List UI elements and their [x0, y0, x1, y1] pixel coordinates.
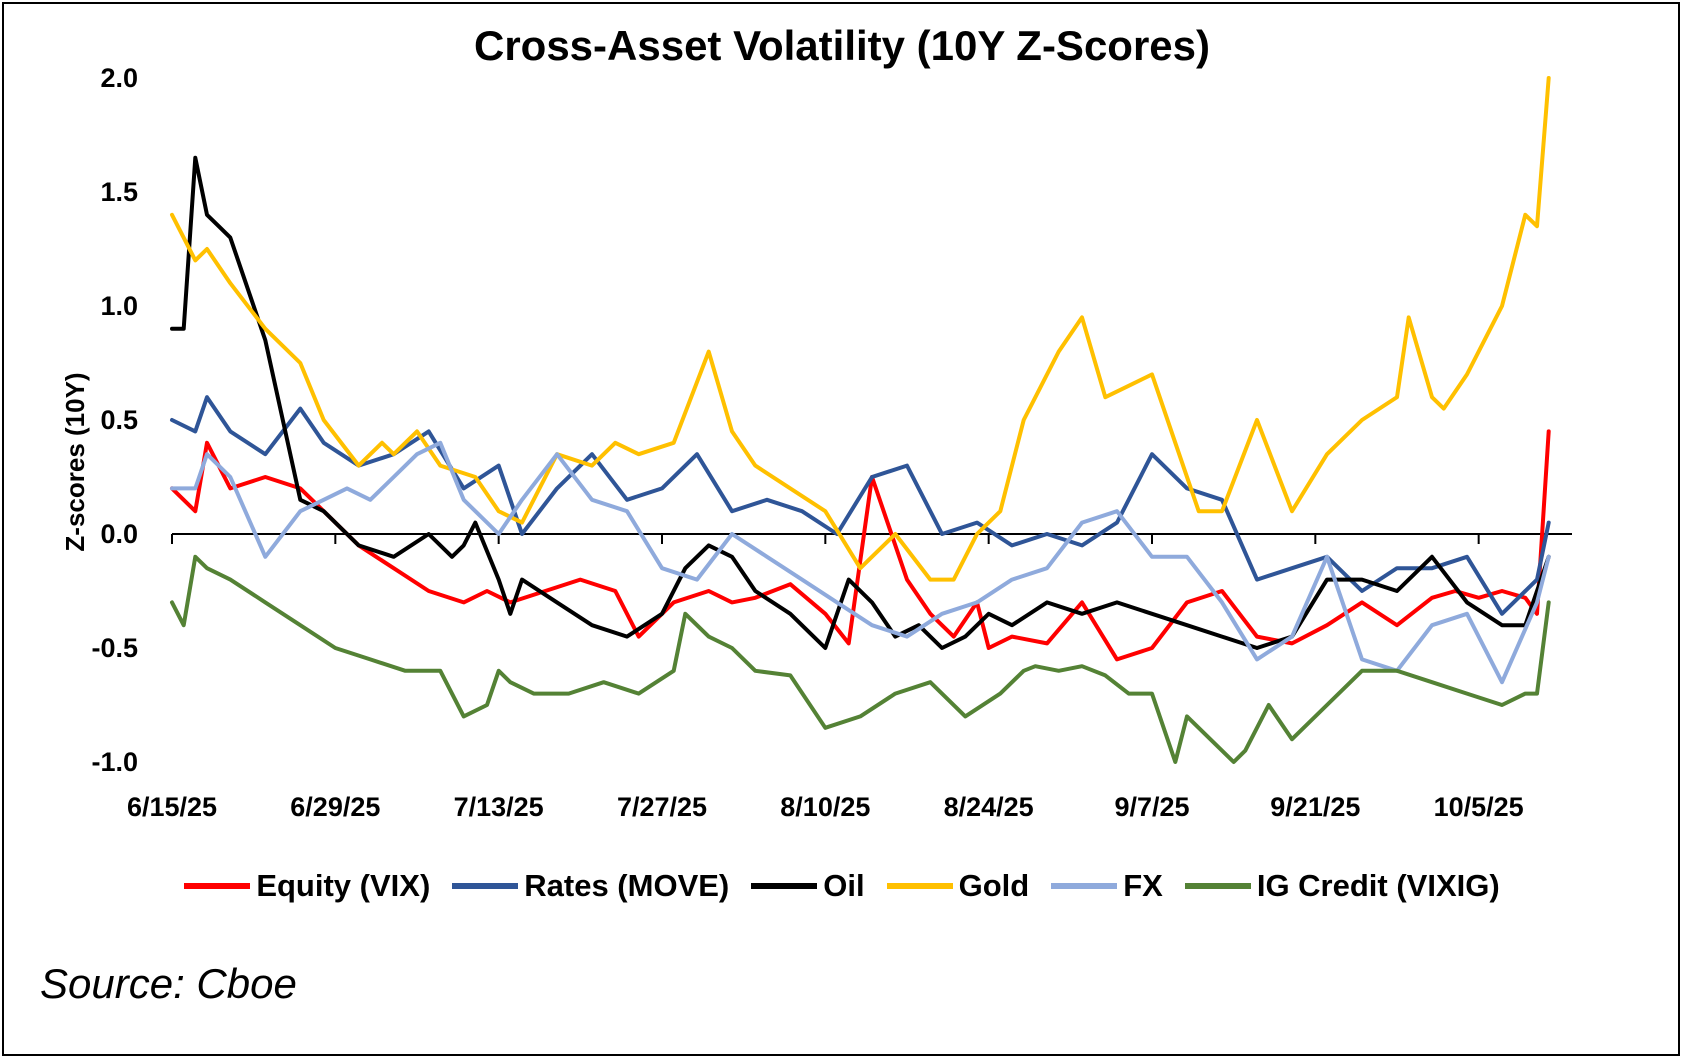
legend-label-equity: Equity (VIX): [256, 868, 431, 903]
legend-label-fx: FX: [1123, 868, 1163, 903]
legend-item-rates[interactable]: Rates (MOVE): [452, 868, 729, 904]
legend-swatch-equity: [184, 883, 251, 889]
legend-swatch-rates: [452, 883, 519, 889]
series-line-gold: [170, 76, 1551, 582]
legend-item-ig-credit[interactable]: IG Credit (VIXIG): [1184, 868, 1500, 904]
y-tick-label: 1.5: [100, 177, 138, 207]
series-lines: [170, 76, 1551, 764]
series-line-oil: [170, 155, 1551, 650]
y-tick-label: 1.0: [100, 291, 138, 321]
series-line-ig-credit-vixig: [170, 554, 1551, 764]
legend-swatch-ig-credit: [1184, 883, 1251, 889]
legend-label-ig-credit: IG Credit (VIXIG): [1256, 868, 1500, 903]
source-note: Source: Cboe: [40, 960, 297, 1007]
x-tick-label: 9/21/25: [1270, 792, 1360, 822]
legend-label-gold: Gold: [958, 868, 1030, 903]
y-axis-label: Z-scores (10Y): [60, 372, 90, 551]
y-tick-label: -0.5: [91, 633, 138, 663]
x-tick-label: 6/29/25: [290, 792, 380, 822]
x-axis-ticks: 6/15/25 6/29/25 7/13/25 7/27/25 8/10/25 8/24/…: [127, 534, 1524, 822]
x-tick-label: 9/7/25: [1114, 792, 1189, 822]
x-tick-label: 10/5/25: [1434, 792, 1524, 822]
legend-item-oil[interactable]: Oil: [751, 868, 865, 904]
x-tick-label: 8/24/25: [944, 792, 1034, 822]
legend-swatch-oil: [751, 883, 818, 889]
legend: Equity (VIX) Rates (MOVE) Oil Gold FX IG…: [0, 868, 1684, 904]
y-tick-label: 2.0: [100, 63, 138, 93]
series-line-equity-vix: [170, 429, 1551, 662]
legend-item-equity[interactable]: Equity (VIX): [184, 868, 430, 904]
legend-item-gold[interactable]: Gold: [886, 868, 1030, 904]
x-tick-label: 7/27/25: [617, 792, 707, 822]
legend-swatch-gold: [886, 883, 953, 889]
legend-item-fx[interactable]: FX: [1051, 868, 1163, 904]
y-tick-label: 0.5: [100, 405, 138, 435]
legend-label-oil: Oil: [823, 868, 865, 903]
x-tick-label: 7/13/25: [454, 792, 544, 822]
legend-label-rates: Rates (MOVE): [524, 868, 730, 903]
series-line-fx: [170, 440, 1551, 685]
y-axis-ticks: 2.0 1.5 1.0 0.5 0.0 -0.5 -1.0: [91, 63, 138, 777]
y-tick-label: 0.0: [100, 519, 138, 549]
x-tick-label: 6/15/25: [127, 792, 217, 822]
chart-title: Cross-Asset Volatility (10Y Z-Scores): [473, 22, 1211, 69]
y-tick-label: -1.0: [91, 747, 138, 777]
legend-swatch-fx: [1051, 883, 1118, 889]
x-tick-label: 8/10/25: [780, 792, 870, 822]
